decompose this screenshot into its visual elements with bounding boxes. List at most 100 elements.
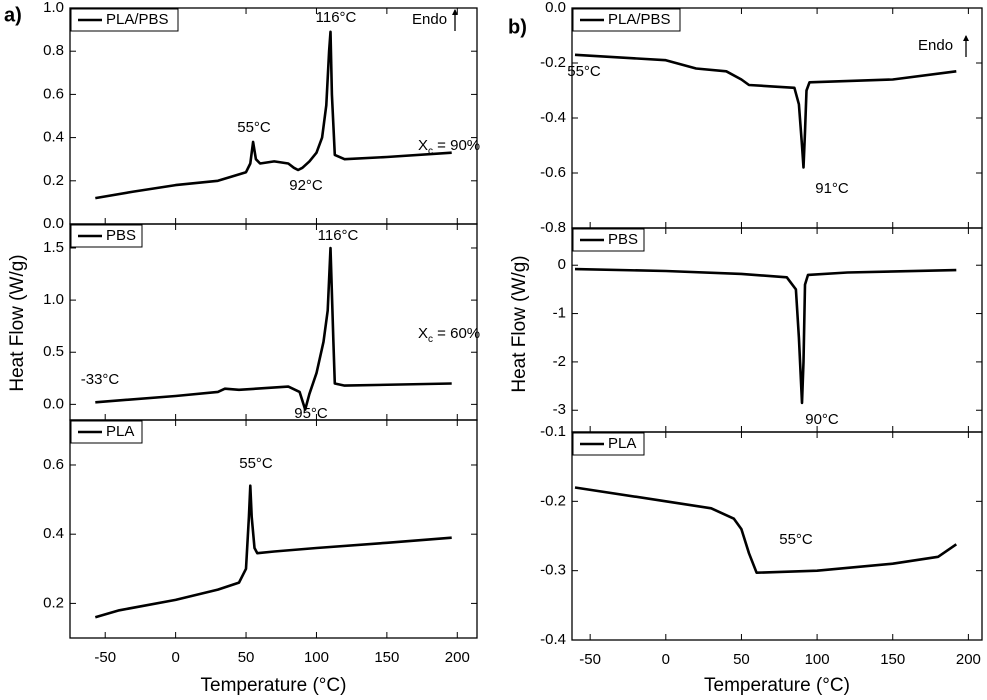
data-line [95, 246, 452, 411]
x-axis-label: Temperature (°C) [704, 675, 850, 696]
legend: PBS [572, 228, 645, 252]
x-axis-label: Temperature (°C) [201, 675, 347, 696]
y-tick-label: -0.4 [540, 109, 566, 126]
annotation-text: X [418, 325, 428, 342]
y-tick-label: 0.2 [43, 594, 64, 611]
y-tick-label: 0.0 [43, 395, 64, 412]
annotation-text: 95°C [294, 405, 328, 422]
legend-label: PBS [608, 231, 638, 248]
y-tick-label: 0.4 [43, 525, 64, 542]
annotation: Xc = 60% [418, 325, 480, 345]
y-tick-label: -0.8 [540, 219, 566, 236]
annotation-text: 55°C [567, 63, 601, 80]
x-tick-label: 100 [805, 651, 830, 668]
y-tick-label: -0.4 [540, 631, 566, 648]
annotation: 55°C [237, 119, 271, 136]
x-tick-label: -50 [579, 651, 601, 668]
y-tick-label: 0.8 [43, 42, 64, 59]
data-line [574, 267, 957, 405]
y-tick-label: -0.6 [540, 164, 566, 181]
legend-label: PLA [608, 435, 636, 452]
y-tick-label: -0.2 [540, 492, 566, 509]
data-line [95, 30, 452, 200]
annotation: 90°C [805, 411, 839, 428]
annotation: 95°C [294, 405, 328, 422]
x-tick-label: 100 [304, 649, 329, 666]
annotation-text: -33°C [81, 371, 120, 388]
annotation-text: = 60% [433, 325, 480, 342]
annotation-text: 55°C [779, 531, 813, 548]
annotation: 55°C [239, 455, 273, 472]
y-tick-label: -0.2 [540, 54, 566, 71]
legend-box [70, 224, 143, 248]
y-tick-label: 0.6 [43, 456, 64, 473]
data-line [94, 484, 452, 619]
plot-frame [571, 227, 983, 433]
x-tick-label: -50 [94, 649, 116, 666]
y-tick-label: 0.0 [43, 215, 64, 232]
y-tick-label: 0.2 [43, 172, 64, 189]
x-tick-label: 50 [733, 651, 750, 668]
x-tick-label: 0 [171, 649, 179, 666]
legend-box [572, 228, 645, 252]
annotation-sub: c [428, 334, 433, 345]
endo-label: Endo [918, 37, 953, 54]
plot-frame [571, 431, 983, 641]
endo-arrow-head [452, 9, 458, 15]
annotation: -33°C [81, 371, 120, 388]
y-tick-label: 0.6 [43, 85, 64, 102]
annotation-text: 91°C [815, 180, 849, 197]
x-tick-label: 200 [445, 649, 470, 666]
y-tick-label: 0.0 [545, 0, 566, 16]
y-tick-label: 0.4 [43, 129, 64, 146]
annotation: 116°C [316, 9, 357, 26]
plot-frame [69, 419, 478, 639]
x-tick-label: 50 [238, 649, 255, 666]
y-axis-label: Heat Flow (W/g) [509, 255, 530, 392]
legend-label: PBS [106, 227, 136, 244]
y-axis-label: Heat Flow (W/g) [7, 254, 28, 391]
legend-label: PLA [106, 423, 134, 440]
annotation-text: X [418, 137, 428, 154]
legend-label: PLA/PBS [608, 11, 671, 28]
annotation-text: 116°C [316, 9, 357, 26]
x-tick-label: 200 [956, 651, 981, 668]
annotation: 55°C [567, 63, 601, 80]
x-tick-label: 0 [662, 651, 670, 668]
panel-label: b) [508, 16, 527, 38]
y-tick-label: 0.5 [43, 343, 64, 360]
endo-arrow-head [963, 35, 969, 41]
legend-box [572, 8, 681, 32]
annotation: 116°C [318, 227, 359, 244]
x-tick-label: 150 [880, 651, 905, 668]
annotation: 92°C [289, 177, 323, 194]
y-tick-label: 1.0 [43, 0, 64, 16]
y-tick-label: -2 [553, 353, 566, 370]
legend-box [572, 432, 645, 456]
annotation-text: 90°C [805, 411, 839, 428]
annotation-text: 92°C [289, 177, 323, 194]
annotation: 55°C [779, 531, 813, 548]
y-tick-label: 1.0 [43, 291, 64, 308]
legend-label: PLA/PBS [106, 11, 169, 28]
data-line [574, 486, 958, 574]
annotation-text: = 90% [433, 137, 480, 154]
legend: PLA/PBS [70, 8, 179, 32]
legend: PLA [572, 432, 645, 456]
endo-label: Endo [412, 11, 447, 28]
legend: PBS [70, 224, 143, 248]
y-tick-label: -0.3 [540, 562, 566, 579]
annotation-sub: c [428, 146, 433, 157]
annotation: 91°C [815, 180, 849, 197]
annotation-text: 116°C [318, 227, 359, 244]
legend: PLA/PBS [572, 8, 681, 32]
y-tick-label: -1 [553, 305, 566, 322]
annotation-text: 55°C [239, 455, 273, 472]
annotation: Xc = 90% [418, 137, 480, 157]
y-tick-label: -3 [553, 401, 566, 418]
legend: PLA [70, 420, 143, 444]
y-tick-label: -0.1 [540, 423, 566, 440]
data-line [574, 53, 957, 169]
plot-frame [69, 223, 478, 421]
